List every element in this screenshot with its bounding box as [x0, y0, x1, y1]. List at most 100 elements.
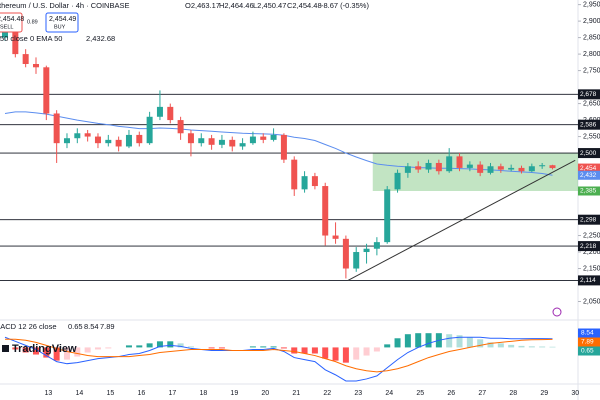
macd-histogram-bar	[466, 337, 473, 348]
candle-body	[497, 166, 504, 170]
macd-marker-box	[578, 346, 600, 356]
x-tick-label: 17	[168, 390, 176, 397]
macd-histogram-bar	[146, 343, 153, 348]
macd-histogram-bar	[497, 343, 504, 348]
level-label: 2,114	[580, 277, 596, 284]
macd-histogram-bar	[415, 333, 422, 348]
ohlc-value: -8.67 (-0.35%)	[321, 1, 369, 10]
candle-body	[249, 136, 256, 144]
candle-body	[239, 143, 246, 147]
price-marker-label: 2,385	[580, 188, 597, 195]
macd-marker-box	[578, 337, 600, 347]
macd-histogram-bar	[487, 342, 494, 348]
y-tick-label: 2,950	[583, 1, 600, 8]
macd-marker-label: 8.54	[581, 330, 594, 337]
level-label-box	[578, 119, 600, 130]
macd-histogram-bar	[32, 347, 39, 355]
macd-legend: MACD 12 26 close	[0, 322, 57, 331]
x-tick-label: 24	[385, 390, 393, 397]
price-marker-box	[578, 163, 600, 173]
level-label-box	[578, 275, 600, 286]
level-label-box	[578, 214, 600, 225]
candle-body	[280, 134, 287, 160]
macd-marker-label: 7.89	[581, 339, 594, 346]
macd-histogram-bar	[477, 339, 484, 348]
macd-histogram-bar	[125, 345, 132, 348]
ema-legend: EMA 50 close 0 EMA 50	[0, 34, 62, 43]
x-tick-label: 22	[323, 390, 331, 397]
macd-histogram-bar	[43, 347, 50, 358]
candle-body	[404, 166, 411, 173]
candle-body	[539, 165, 546, 167]
x-tick-label: 27	[478, 390, 486, 397]
level-label: 2,586	[580, 121, 597, 128]
macd-histogram-bar	[84, 347, 91, 353]
macd-histogram-bar	[373, 347, 380, 352]
y-tick-label: 2,250	[583, 232, 600, 239]
macd-histogram-bar	[208, 347, 215, 349]
candle-body	[508, 167, 515, 170]
macd-histogram-bar	[94, 347, 101, 350]
x-tick-label: 29	[540, 390, 548, 397]
level-label: 2,500	[580, 150, 597, 157]
level-label: 2,678	[580, 91, 597, 98]
candle-body	[125, 134, 132, 147]
ohlc-value: O2,463.17	[185, 1, 220, 10]
chart-title: Ethereum / U.S. Dollar · 4h · COINBASE	[0, 1, 129, 10]
y-tick-label: 2,150	[583, 265, 600, 272]
macd-histogram-bar	[291, 347, 298, 354]
macd-histogram-bar	[22, 347, 29, 353]
candle-body	[466, 164, 473, 168]
ema-line	[4, 111, 553, 176]
macd-histogram-bar	[249, 346, 256, 348]
candle-body	[322, 186, 329, 236]
x-tick-label: 16	[137, 390, 145, 397]
macd-histogram-bar	[63, 347, 70, 360]
macd-histogram-bar	[425, 333, 432, 348]
macd-histogram-bar	[528, 346, 535, 348]
candle-body	[332, 235, 339, 239]
macd-histogram-bar	[187, 346, 194, 348]
candle-body	[260, 136, 267, 140]
x-tick-label: 20	[261, 390, 269, 397]
candle-body	[373, 242, 380, 249]
candle-body	[518, 167, 525, 172]
candle-body	[167, 106, 174, 121]
macd-histogram-bar	[74, 347, 81, 357]
candle-body	[22, 54, 29, 64]
y-tick-label: 2,550	[583, 133, 600, 140]
y-tick-label: 2,650	[583, 100, 600, 107]
candle-body	[187, 133, 194, 144]
macd-histogram-bar	[280, 347, 287, 349]
candle-body	[270, 134, 277, 140]
macd-histogram-bar	[311, 347, 318, 354]
candle-body	[394, 172, 401, 190]
event-icon	[552, 307, 562, 317]
x-tick-label: 25	[416, 390, 424, 397]
brand: TradingView	[12, 343, 77, 355]
macd-histogram-bar	[456, 335, 463, 348]
candle-body	[115, 139, 122, 147]
macd-histogram-bar	[508, 344, 515, 348]
candle-body	[342, 238, 349, 269]
level-label-box	[578, 148, 600, 159]
price-marker-label: 2,432	[580, 172, 597, 179]
macd-histogram-bar	[136, 345, 143, 348]
level-label-box	[578, 241, 600, 252]
macd-histogram-bar	[353, 347, 360, 360]
candle-body	[425, 162, 432, 170]
price-marker-box	[578, 186, 600, 196]
brand-icon	[2, 345, 9, 352]
candle-body	[487, 166, 494, 173]
candle-body	[435, 162, 442, 172]
candle-body	[528, 166, 535, 172]
range-zone	[372, 153, 578, 191]
candle-body	[229, 139, 236, 147]
macd-legend-value: 0.65	[68, 322, 83, 331]
macd-histogram-bar	[218, 347, 225, 349]
x-tick-label: 19	[230, 390, 238, 397]
macd-histogram-bar	[446, 334, 453, 348]
candle-body	[156, 106, 163, 117]
